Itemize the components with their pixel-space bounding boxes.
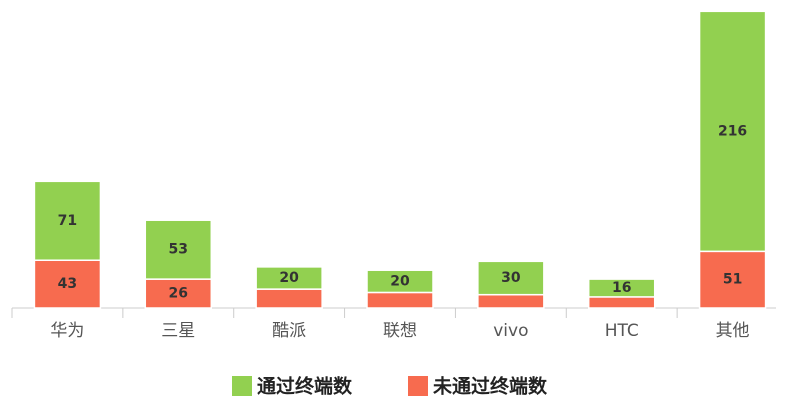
x-tick-label: 其他: [716, 321, 750, 341]
bar-segment: [144, 219, 213, 280]
bar-segment: [366, 269, 434, 294]
bar-segment: [255, 288, 323, 309]
bar-segment: [33, 259, 102, 309]
data-label: 43: [58, 276, 77, 292]
legend-label: 未通过终端数: [432, 375, 548, 398]
bar-segment: [587, 296, 656, 309]
bar-segment: [33, 180, 102, 261]
x-tick-label: 华为: [50, 321, 84, 341]
x-tick-label: 酷派: [272, 321, 306, 341]
bar-segment: [477, 260, 545, 296]
legend-swatch: [232, 376, 252, 396]
x-tick-label: vivo: [493, 321, 528, 341]
x-tick-label: 联想: [383, 321, 417, 341]
data-label: 71: [58, 213, 77, 229]
legend-swatch: [408, 376, 428, 396]
data-label: 20: [390, 273, 410, 289]
bar-segment: [255, 266, 323, 290]
legend-label: 通过终端数: [257, 375, 353, 398]
data-label: 30: [501, 270, 521, 286]
data-label: 16: [612, 280, 631, 296]
bar-segment: [698, 250, 767, 309]
bar-segment: [587, 278, 656, 298]
bar-segment: [144, 278, 213, 309]
x-tick-label: HTC: [605, 321, 639, 341]
bar-segment: [477, 293, 545, 309]
data-label: 216: [718, 123, 747, 139]
x-tick-label: 三星: [161, 321, 195, 341]
data-label: 26: [169, 286, 188, 302]
data-label: 53: [169, 242, 188, 258]
bar-segment: [698, 10, 767, 253]
data-label: 51: [723, 272, 742, 288]
data-label: 20: [279, 270, 299, 286]
bar-segment: [366, 291, 434, 309]
